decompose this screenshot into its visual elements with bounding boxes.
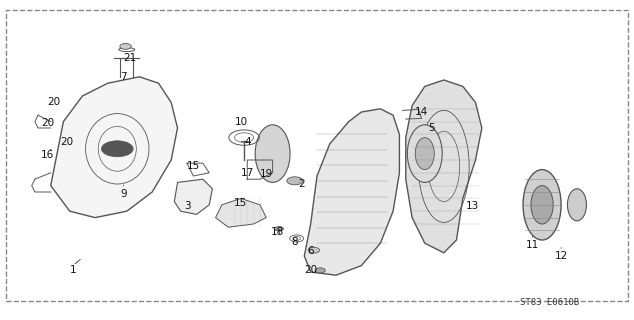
Ellipse shape	[315, 268, 325, 273]
Polygon shape	[304, 109, 399, 275]
Ellipse shape	[287, 177, 303, 185]
Text: 1: 1	[70, 265, 76, 276]
Text: 21: 21	[124, 52, 136, 63]
Text: 13: 13	[466, 201, 479, 212]
Polygon shape	[51, 77, 178, 218]
Text: 8: 8	[292, 236, 298, 247]
Ellipse shape	[567, 189, 586, 221]
Ellipse shape	[275, 227, 283, 231]
Ellipse shape	[255, 125, 290, 182]
Polygon shape	[174, 179, 212, 214]
Text: 6: 6	[307, 246, 314, 256]
Text: 20: 20	[60, 137, 73, 148]
Text: 17: 17	[241, 168, 254, 178]
Circle shape	[101, 141, 133, 157]
Ellipse shape	[408, 125, 443, 182]
Text: 15: 15	[187, 161, 200, 172]
Text: 4: 4	[244, 137, 250, 148]
Text: 20: 20	[41, 118, 54, 128]
Text: 16: 16	[41, 150, 54, 160]
Text: 15: 15	[235, 198, 247, 208]
Ellipse shape	[308, 247, 320, 253]
Text: 7: 7	[120, 72, 127, 82]
Polygon shape	[406, 80, 482, 253]
Text: 19: 19	[260, 169, 273, 180]
Text: 9: 9	[120, 188, 127, 199]
Ellipse shape	[120, 44, 131, 49]
Text: 10: 10	[235, 116, 247, 127]
Text: 2: 2	[298, 179, 304, 189]
Text: 11: 11	[526, 240, 539, 250]
Polygon shape	[216, 198, 266, 227]
Text: 5: 5	[428, 123, 434, 133]
Text: 12: 12	[555, 251, 567, 261]
Ellipse shape	[415, 138, 434, 170]
Text: 14: 14	[415, 107, 428, 117]
Text: ST83 E0610B: ST83 E0610B	[520, 298, 579, 307]
Text: 20: 20	[304, 265, 317, 276]
Ellipse shape	[531, 186, 553, 224]
Text: 3: 3	[184, 201, 190, 212]
Text: 20: 20	[48, 97, 60, 108]
Text: 18: 18	[271, 227, 283, 237]
Ellipse shape	[523, 170, 561, 240]
